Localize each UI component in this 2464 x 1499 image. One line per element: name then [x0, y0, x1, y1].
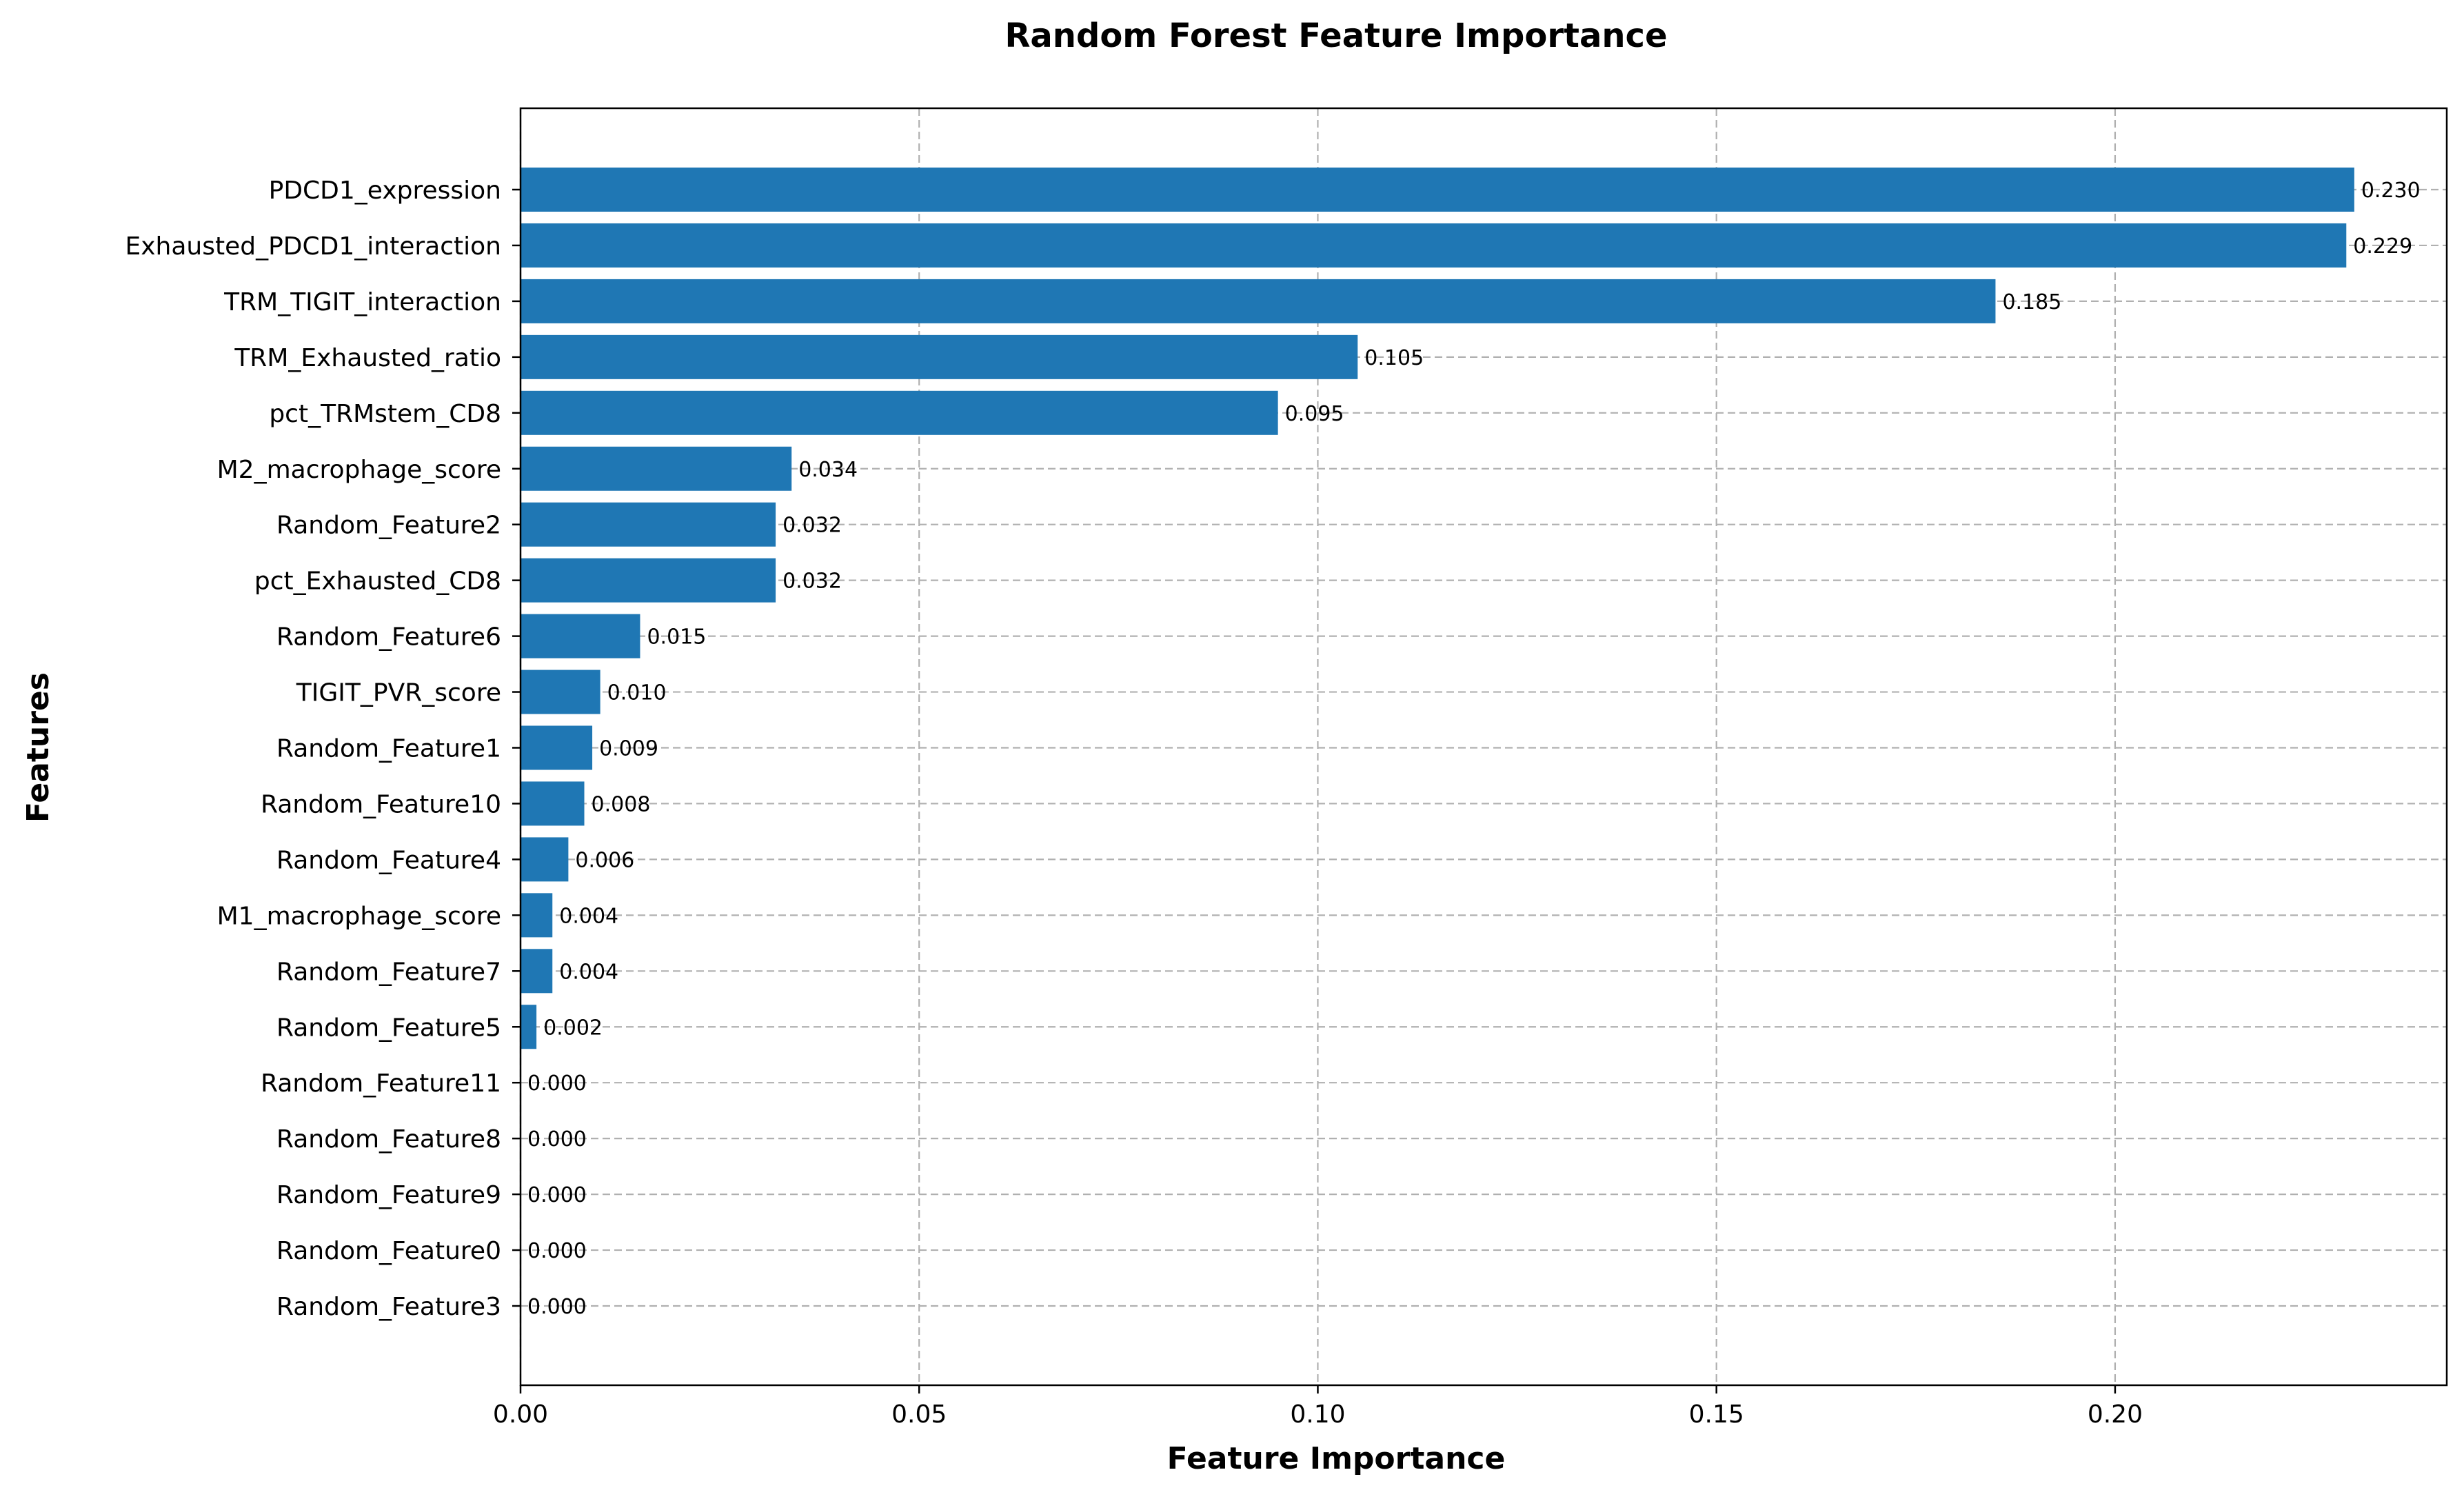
- x-tick-label: 0.10: [1290, 1400, 1345, 1429]
- data-label: 0.230: [2361, 179, 2421, 203]
- data-label: 0.010: [607, 681, 667, 705]
- x-axis-label: Feature Importance: [1167, 1441, 1506, 1476]
- category-label: Random_Feature7: [276, 958, 501, 986]
- category-label: Exhausted_PDCD1_interaction: [125, 232, 501, 261]
- bar: [521, 446, 792, 491]
- bar: [521, 279, 1996, 323]
- data-label: 0.000: [527, 1295, 587, 1319]
- y-axis-label: Features: [21, 672, 56, 823]
- category-label: M2_macrophage_score: [217, 456, 501, 484]
- data-label: 0.002: [543, 1016, 603, 1040]
- data-label: 0.034: [798, 458, 858, 482]
- data-label: 0.032: [782, 514, 842, 538]
- bar: [521, 949, 553, 994]
- bar: [521, 168, 2354, 212]
- category-label: Random_Feature11: [261, 1069, 501, 1098]
- bar: [521, 1005, 537, 1049]
- category-label: Random_Feature2: [276, 512, 501, 540]
- data-label: 0.004: [559, 960, 618, 984]
- category-label: Random_Feature10: [261, 790, 501, 818]
- x-tick-label: 0.20: [2088, 1400, 2143, 1429]
- ticks-layer: PDCD1_expression Exhausted_PDCD1_interact…: [125, 177, 2143, 1429]
- data-label: 0.229: [2353, 234, 2412, 259]
- data-label: 0.009: [599, 737, 658, 761]
- data-label: 0.008: [592, 792, 651, 816]
- category-label: Random_Feature3: [276, 1293, 501, 1321]
- x-tick-label: 0.00: [493, 1400, 548, 1429]
- category-label: Random_Feature5: [276, 1014, 501, 1042]
- category-label: PDCD1_expression: [269, 177, 501, 205]
- category-label: Random_Feature1: [276, 735, 501, 763]
- category-label: Random_Feature0: [276, 1237, 501, 1265]
- bar: [521, 837, 569, 882]
- bar: [521, 725, 593, 770]
- category-label: M1_macrophage_score: [217, 902, 501, 930]
- data-label: 0.015: [647, 625, 706, 650]
- plot-frame: [519, 107, 2448, 1387]
- category-label: pct_Exhausted_CD8: [254, 567, 501, 596]
- bar: [521, 390, 1278, 435]
- data-label: 0.185: [2002, 290, 2061, 314]
- category-label: Random_Feature6: [276, 623, 501, 652]
- data-label: 0.032: [782, 570, 842, 594]
- data-label: 0.000: [527, 1127, 587, 1151]
- bar: [521, 223, 2347, 268]
- bar: [521, 558, 776, 603]
- category-label: TRM_Exhausted_ratio: [234, 344, 501, 372]
- category-label: Random_Feature4: [276, 846, 501, 874]
- data-label: 0.000: [527, 1072, 587, 1096]
- x-tick-label: 0.05: [891, 1400, 947, 1429]
- bar: [521, 670, 600, 714]
- category-label: Random_Feature9: [276, 1181, 501, 1209]
- x-tick-label: 0.15: [1689, 1400, 1744, 1429]
- category-label: TRM_TIGIT_interaction: [223, 288, 501, 316]
- bar: [521, 893, 553, 938]
- category-label: TIGIT_PVR_score: [296, 679, 501, 707]
- data-label: 0.004: [559, 904, 618, 928]
- chart-title: Random Forest Feature Importance: [1004, 17, 1667, 55]
- category-label: pct_TRMstem_CD8: [269, 400, 501, 428]
- labels-layer: 0.230 0.229 0.185 0.105 0.095 0.034 0.032 0.032…: [527, 179, 2421, 1319]
- data-label: 0.006: [575, 848, 634, 872]
- category-label: Random_Feature8: [276, 1125, 501, 1154]
- bar: [521, 502, 776, 547]
- data-label: 0.095: [1285, 402, 1344, 426]
- bars-layer: [521, 168, 2354, 1049]
- data-label: 0.105: [1364, 346, 1424, 370]
- data-label: 0.000: [527, 1239, 587, 1263]
- bar: [521, 334, 1358, 379]
- bar: [521, 614, 640, 658]
- data-label: 0.000: [527, 1183, 587, 1207]
- bar: [521, 781, 585, 826]
